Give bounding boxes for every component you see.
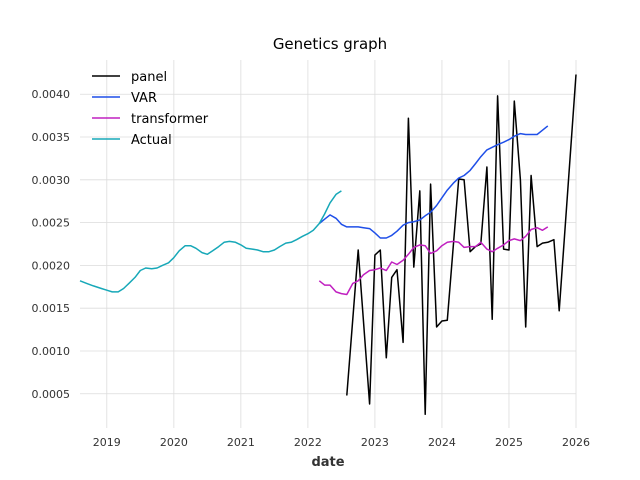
y-tick-label: 0.0015 [32,302,71,315]
series-line-var [318,125,549,239]
y-tick-label: 0.0030 [32,174,71,187]
x-tick-label: 2020 [160,436,188,449]
legend: panel VAR transformer Actual [92,70,209,148]
x-tick-label: 2022 [294,436,322,449]
y-tick-label: 0.0025 [32,217,71,230]
legend-label-transformer: transformer [131,112,209,127]
series-line-panel [346,74,577,416]
x-axis: 2019 2020 2021 2022 2023 2024 2025 2026 [93,436,590,449]
y-tick-label: 0.0005 [32,388,71,401]
series-line-actual [79,190,342,293]
legend-label-actual: Actual [131,133,172,148]
series-line-transformer [318,226,549,296]
y-tick-label: 0.0040 [32,88,71,101]
x-tick-label: 2021 [227,436,255,449]
y-tick-label: 0.0020 [32,259,71,272]
legend-label-panel: panel [131,70,167,85]
legend-label-var: VAR [131,91,157,106]
x-tick-label: 2019 [93,436,121,449]
chart-title: Genetics graph [273,35,387,53]
x-tick-label: 2026 [562,436,590,449]
y-tick-label: 0.0010 [32,345,71,358]
x-tick-label: 2024 [428,436,456,449]
series-group [79,74,577,416]
x-tick-label: 2023 [361,436,389,449]
x-axis-label: date [311,455,344,470]
y-axis: 0.0005 0.0010 0.0015 0.0020 0.0025 0.0030 0.00… [32,88,71,401]
y-tick-label: 0.0035 [32,131,71,144]
x-tick-label: 2025 [495,436,523,449]
